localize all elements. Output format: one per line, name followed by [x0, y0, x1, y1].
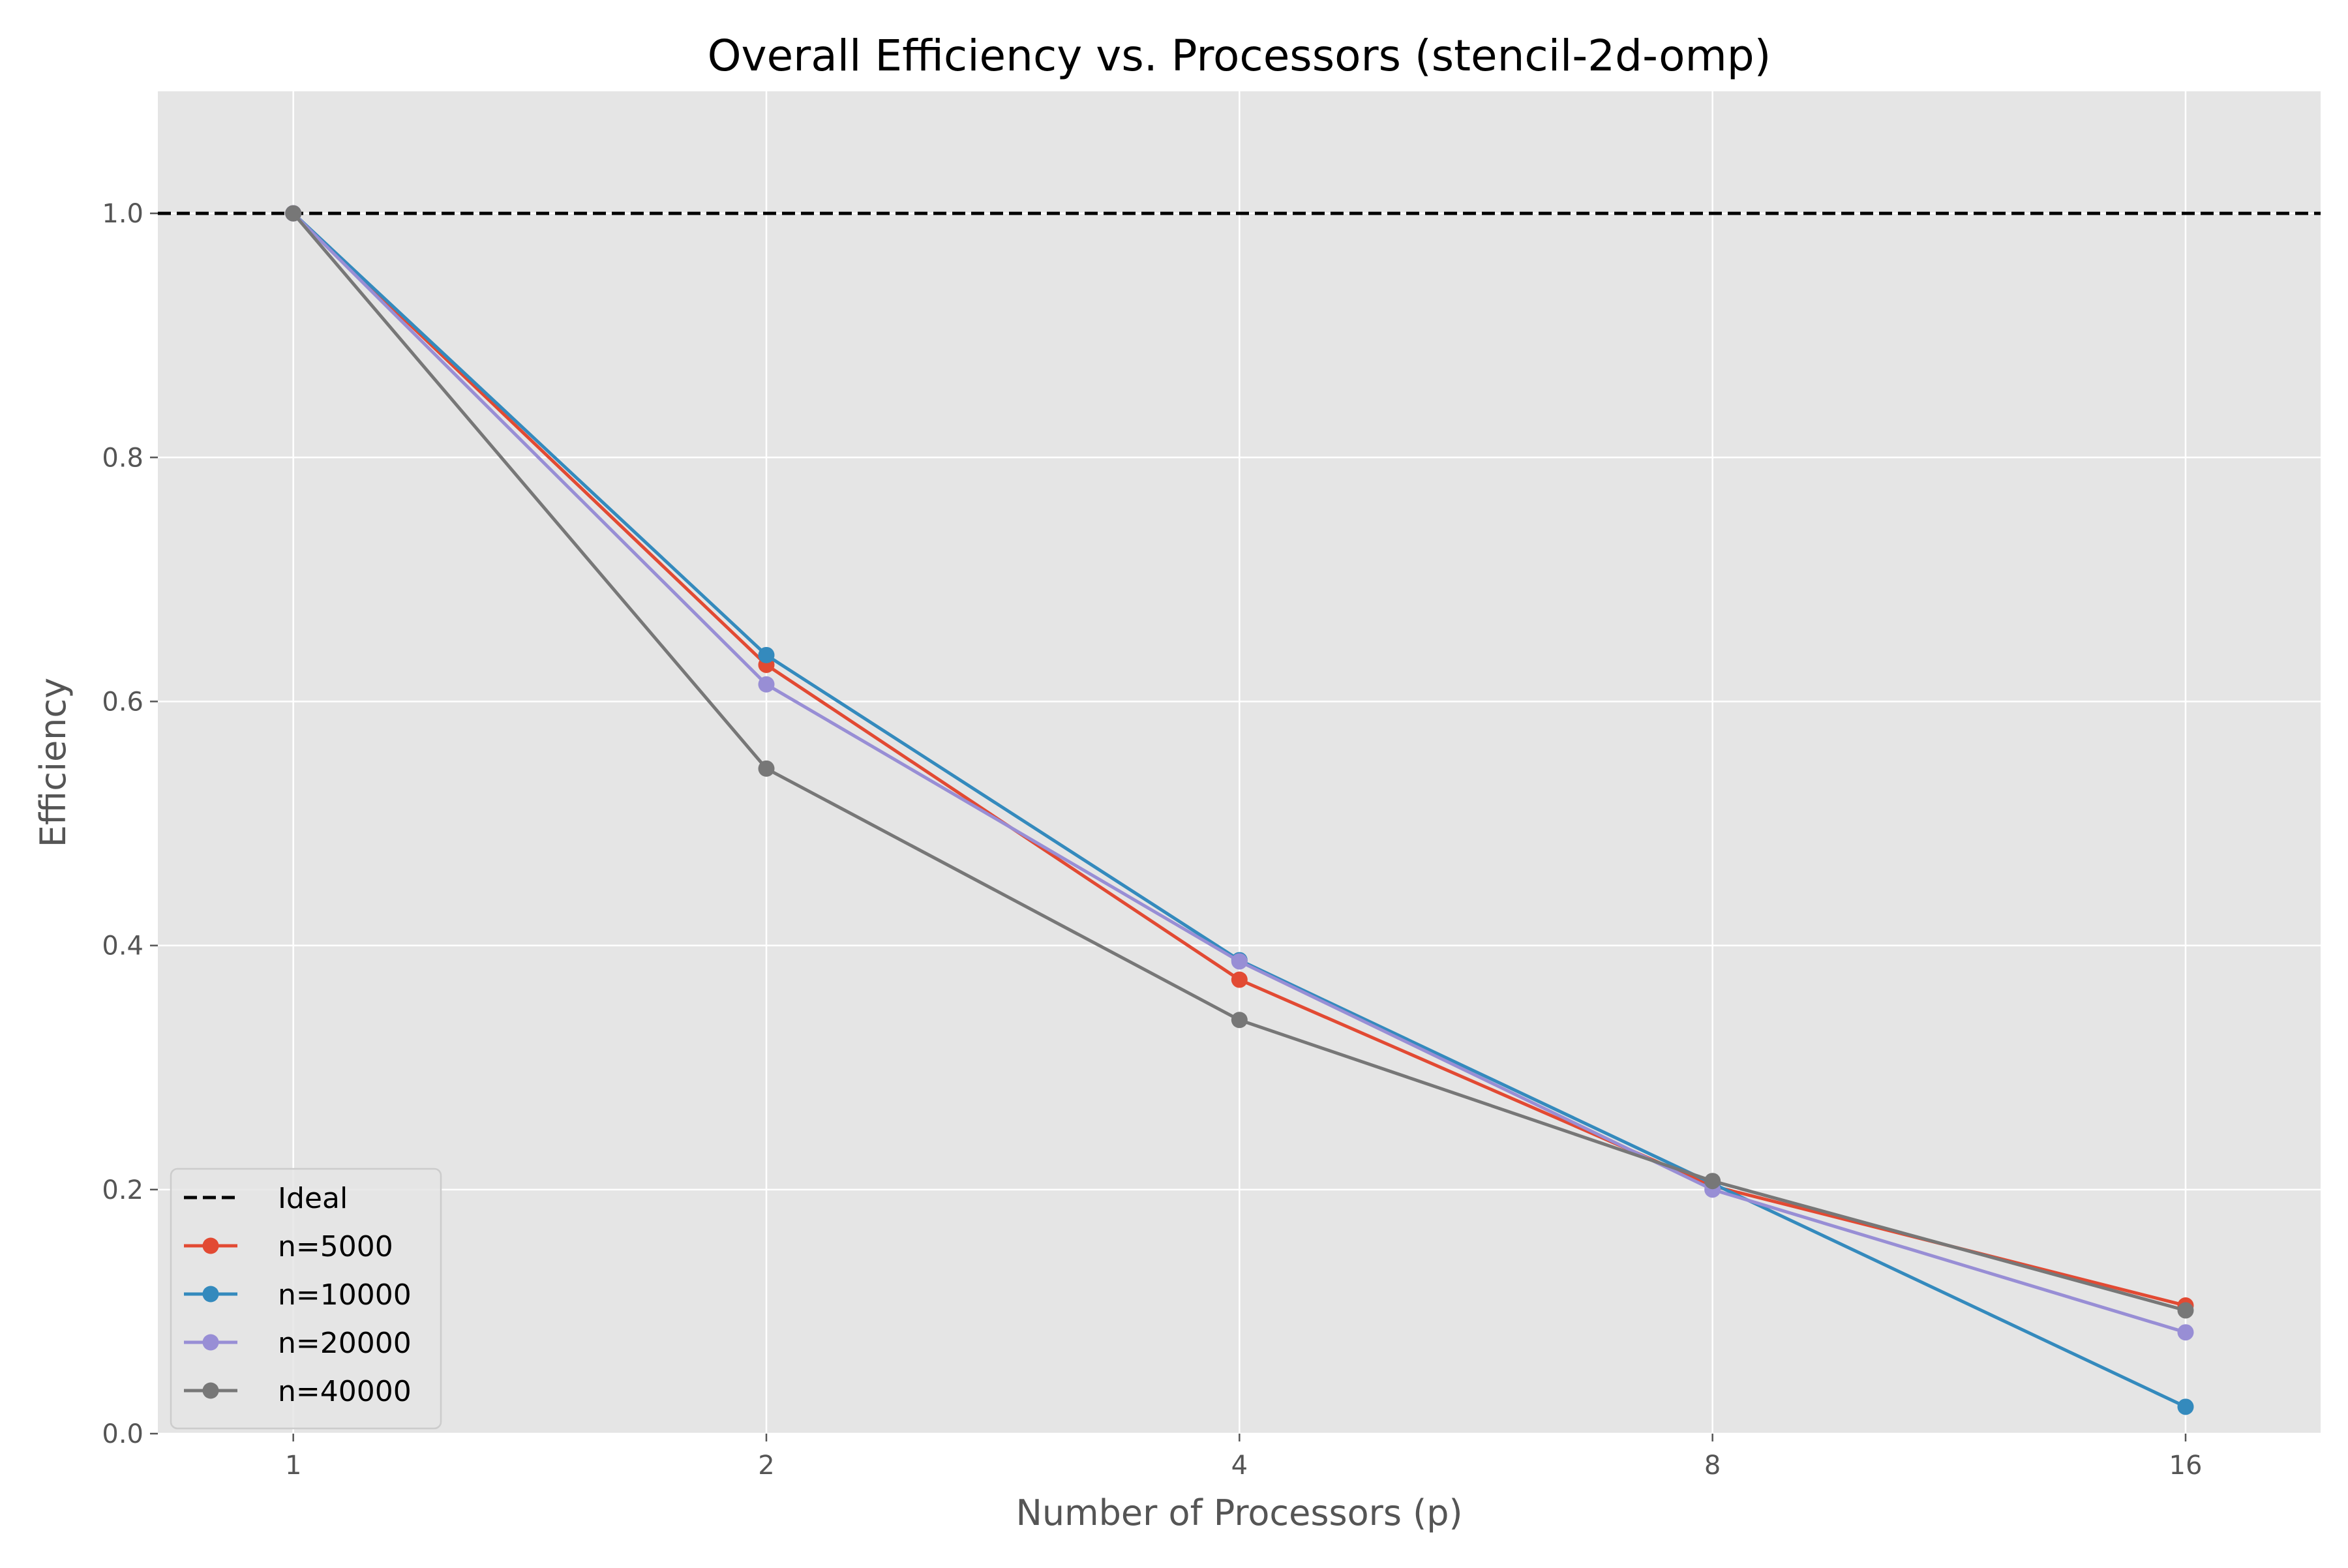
data-point	[758, 646, 775, 663]
series-n=40000	[285, 205, 2194, 1319]
legend-label: Ideal	[278, 1182, 348, 1215]
y-tick-label: 1.0	[102, 199, 143, 229]
series-n=20000	[285, 205, 2194, 1341]
data-point	[1231, 1012, 1248, 1029]
data-point	[2177, 1398, 2194, 1415]
data-point	[2177, 1324, 2194, 1341]
data-point	[1231, 953, 1248, 970]
legend-marker	[202, 1286, 219, 1303]
y-tick-label: 0.0	[102, 1419, 143, 1449]
x-axis-label: Number of Processors (p)	[1016, 1492, 1462, 1533]
legend-entry: n=40000	[184, 1375, 412, 1408]
legend-label: n=40000	[278, 1375, 412, 1408]
x-tick-label: 2	[758, 1451, 774, 1481]
legend-label: n=5000	[278, 1230, 393, 1263]
legend-entry: n=10000	[184, 1278, 412, 1312]
x-tick-label: 1	[285, 1451, 301, 1481]
data-point	[285, 205, 302, 222]
y-tick-label: 0.2	[102, 1175, 143, 1205]
legend-entry: n=20000	[184, 1327, 412, 1360]
x-tick-label: 4	[1231, 1451, 1248, 1481]
chart-title: Overall Efficiency vs. Processors (stenc…	[708, 31, 1771, 81]
legend-marker	[202, 1334, 219, 1351]
y-axis-label: Efficiency	[33, 678, 74, 847]
legend: Ideal n=5000 n=10000 n=20000 n=40000	[170, 1168, 442, 1430]
tick-labels: 1 2 4 8 16 0.0 0.2 0.4 0.6 0.8 1.0	[102, 199, 2202, 1481]
data-point	[758, 676, 775, 693]
y-tick-label: 0.6	[102, 687, 143, 717]
legend-entry: n=5000	[184, 1230, 393, 1263]
y-tick-label: 0.8	[102, 443, 143, 473]
series-group	[285, 205, 2194, 1415]
x-tick-label: 8	[1704, 1451, 1721, 1481]
legend-label: n=20000	[278, 1327, 412, 1360]
legend-marker	[202, 1237, 219, 1254]
legend-label: n=10000	[278, 1278, 412, 1312]
x-tick-label: 16	[2169, 1451, 2203, 1481]
legend-marker	[202, 1382, 219, 1399]
data-point	[758, 760, 775, 777]
legend-entry: Ideal	[184, 1182, 348, 1215]
data-point	[2177, 1302, 2194, 1319]
y-tick-label: 0.4	[102, 931, 143, 961]
data-point	[1231, 971, 1248, 988]
legend-box	[170, 1168, 442, 1430]
data-point	[1704, 1173, 1721, 1190]
